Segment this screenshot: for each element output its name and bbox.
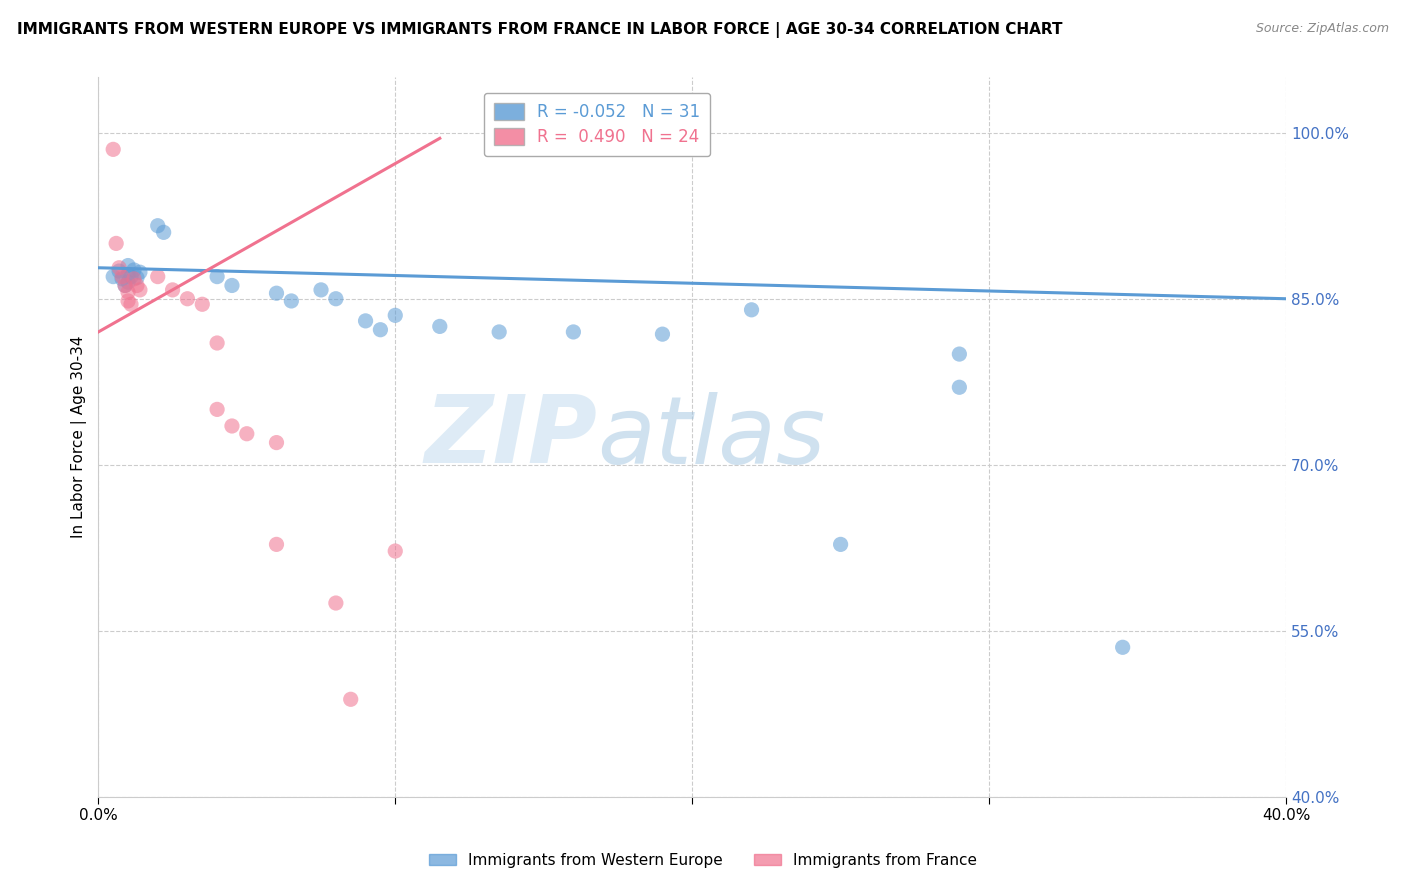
Point: [741, 302, 763, 317]
Point: [266, 286, 288, 301]
Point: [266, 435, 288, 450]
Point: [114, 278, 136, 293]
Point: [152, 225, 174, 239]
Point: [125, 270, 148, 285]
Point: [562, 325, 585, 339]
Text: Source: ZipAtlas.com: Source: ZipAtlas.com: [1256, 22, 1389, 36]
Point: [108, 260, 131, 275]
Point: [120, 297, 142, 311]
Point: [117, 268, 139, 282]
Point: [205, 269, 228, 284]
Point: [370, 323, 392, 337]
Point: [280, 293, 302, 308]
Point: [146, 269, 169, 284]
Y-axis label: In Labor Force | Age 30-34: In Labor Force | Age 30-34: [72, 335, 87, 538]
Point: [384, 309, 406, 323]
Point: [111, 272, 134, 286]
Legend: Immigrants from Western Europe, Immigrants from France: Immigrants from Western Europe, Immigran…: [420, 845, 986, 875]
Point: [125, 278, 148, 293]
Point: [191, 297, 214, 311]
Point: [111, 269, 134, 284]
Point: [309, 283, 332, 297]
Legend: R = -0.052   N = 31, R =  0.490   N = 24: R = -0.052 N = 31, R = 0.490 N = 24: [484, 93, 710, 156]
Point: [117, 293, 139, 308]
Point: [325, 596, 347, 610]
Point: [105, 236, 128, 251]
Point: [221, 419, 243, 434]
Point: [429, 319, 451, 334]
Point: [221, 278, 243, 293]
Point: [354, 314, 377, 328]
Text: atlas: atlas: [598, 392, 825, 483]
Point: [108, 264, 131, 278]
Point: [651, 327, 673, 342]
Point: [1111, 640, 1133, 655]
Point: [176, 292, 198, 306]
Point: [117, 275, 139, 289]
Point: [205, 402, 228, 417]
Point: [948, 347, 970, 361]
Point: [117, 285, 139, 299]
Point: [122, 272, 145, 286]
Point: [103, 142, 125, 156]
Point: [266, 537, 288, 551]
Point: [236, 426, 259, 441]
Text: IMMIGRANTS FROM WESTERN EUROPE VS IMMIGRANTS FROM FRANCE IN LABOR FORCE | AGE 30: IMMIGRANTS FROM WESTERN EUROPE VS IMMIGR…: [17, 22, 1063, 38]
Text: ZIP: ZIP: [425, 391, 598, 483]
Point: [339, 692, 361, 706]
Point: [146, 219, 169, 233]
Point: [122, 263, 145, 277]
Point: [488, 325, 510, 339]
Point: [129, 265, 152, 279]
Point: [120, 269, 142, 284]
Point: [103, 269, 125, 284]
Point: [205, 336, 228, 351]
Point: [948, 380, 970, 394]
Point: [162, 283, 184, 297]
Point: [114, 278, 136, 293]
Point: [129, 283, 152, 297]
Point: [117, 259, 139, 273]
Point: [325, 292, 347, 306]
Point: [384, 544, 406, 558]
Point: [830, 537, 852, 551]
